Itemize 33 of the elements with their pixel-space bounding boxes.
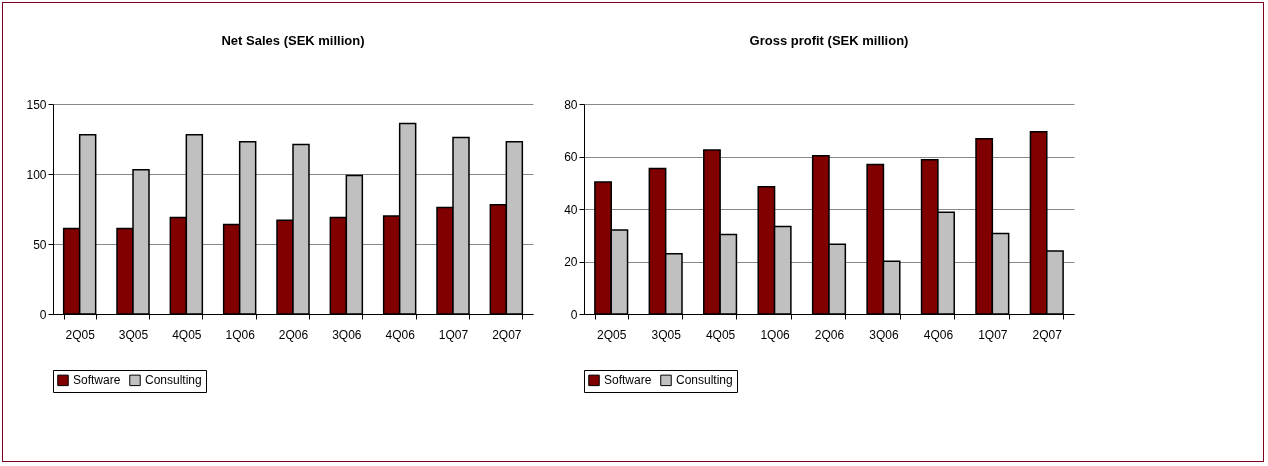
x-tick-label: 1Q06: [760, 327, 791, 342]
y-tick-label: 20: [564, 255, 578, 269]
x-tick-label: 1Q07: [978, 327, 1008, 342]
y-tick-label: 50: [33, 237, 47, 252]
x-tick-label: 2Q06: [814, 327, 845, 342]
y-tick-label: 0: [570, 307, 578, 322]
x-tick-label: 3Q06: [869, 327, 899, 342]
legend-label: Consulting: [145, 373, 202, 388]
legend-label: Software: [604, 373, 652, 388]
y-tick-label: 60: [564, 150, 578, 164]
x-tick-label: 2Q05: [597, 327, 627, 342]
x-tick-label: 3Q06: [332, 327, 362, 342]
y-tick-label: 80: [564, 97, 578, 112]
x-tick-label: 2Q07: [1032, 327, 1063, 342]
legend-label: Consulting: [676, 373, 733, 388]
legend-label: Software: [73, 373, 121, 388]
y-tick-label: 40: [564, 202, 578, 217]
x-tick-label: 4Q05: [705, 327, 736, 342]
x-tick-label: 3Q05: [651, 327, 682, 342]
x-tick-label: 4Q06: [385, 327, 416, 342]
y-tick-label: 0: [39, 307, 47, 322]
x-tick-label: 4Q05: [172, 327, 202, 342]
x-tick-label: 3Q05: [118, 327, 149, 342]
x-tick-label: 1Q06: [225, 327, 256, 342]
y-tick-label: 150: [26, 97, 47, 112]
x-tick-label: 2Q06: [278, 327, 309, 342]
x-tick-label: 2Q07: [492, 327, 522, 342]
y-tick-label: 100: [26, 167, 47, 182]
x-tick-label: 2Q05: [65, 327, 96, 342]
x-tick-label: 4Q06: [923, 327, 954, 342]
x-tick-label: 1Q07: [438, 327, 469, 342]
chart-title: Net Sales (SEK million): [221, 33, 365, 48]
chart-title: Gross profit (SEK million): [749, 33, 909, 48]
